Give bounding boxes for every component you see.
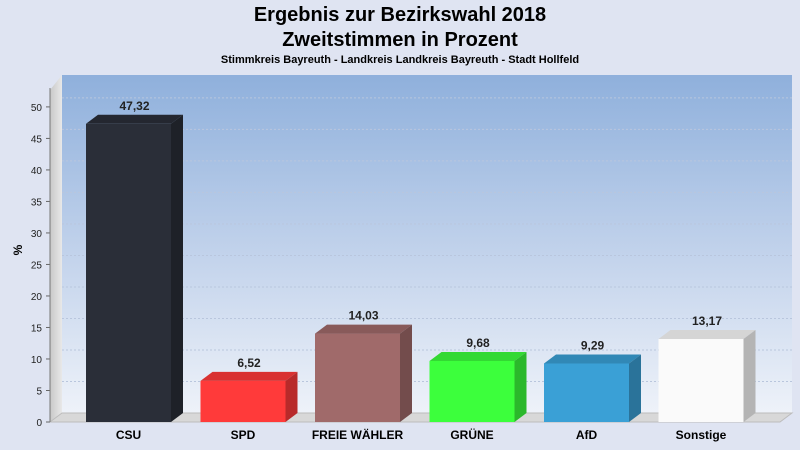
bar-afd: 9,29	[544, 338, 641, 422]
bar-front	[429, 360, 515, 422]
y-tick-label: 45	[31, 134, 43, 145]
bar-spd: 6,52	[200, 356, 298, 422]
bar-side	[171, 114, 183, 423]
y-axis-label: %	[11, 244, 25, 255]
bar-top	[86, 114, 183, 124]
y-tick-label: 15	[31, 323, 43, 334]
bar-csu: 47,32	[86, 99, 183, 423]
bar-front	[658, 339, 744, 422]
bar-side	[514, 351, 527, 422]
y-tick-label: 35	[31, 197, 43, 208]
bar-value-label: 14,03	[348, 309, 378, 323]
bar-value-label: 9,29	[581, 338, 605, 352]
x-tick-label: AfD	[576, 428, 598, 442]
y-tick-label: 25	[31, 260, 43, 271]
bar-freie-wähler: 14,03	[315, 309, 412, 422]
bar-top	[429, 351, 527, 361]
chart-location: Stimmkreis Bayreuth - Landkreis Landkrei…	[220, 54, 580, 66]
y-tick-label: 40	[31, 166, 43, 177]
bar-top	[315, 324, 412, 334]
bar-value-label: 13,17	[692, 314, 722, 328]
chart-subtitle: Zweitstimmen in Prozent	[282, 29, 518, 51]
y-tick-label: 0	[36, 418, 42, 429]
y-tick-label: 10	[31, 355, 43, 366]
bar-grüne: 9,68	[429, 336, 527, 422]
y-tick-label: 50	[31, 103, 43, 114]
y-tick-label: 5	[36, 386, 42, 397]
chart-title: Ergebnis zur Bezirkswahl 2018	[253, 4, 547, 26]
bar-value-label: 9,68	[466, 336, 490, 350]
x-tick-label: Sonstige	[676, 428, 727, 442]
bar-front	[315, 333, 400, 422]
x-tick-label: GRÜNE	[450, 427, 493, 442]
bar-front	[86, 123, 171, 423]
x-tick-label: FREIE WÄHLER	[312, 427, 404, 442]
bar-front	[200, 380, 286, 422]
x-tick-label: CSU	[116, 428, 141, 442]
bar-top	[544, 354, 641, 364]
bar-value-label: 47,32	[119, 99, 149, 113]
bar-front	[544, 363, 629, 422]
side-wall	[50, 75, 62, 422]
bar-top	[658, 330, 756, 340]
bar-top	[200, 371, 298, 381]
y-tick-label: 20	[31, 292, 43, 303]
bar-side	[285, 371, 298, 422]
bar-side	[400, 324, 412, 422]
bar-side	[743, 330, 756, 422]
bar-value-label: 6,52	[237, 356, 261, 370]
y-tick-label: 30	[31, 229, 43, 240]
x-tick-label: SPD	[231, 428, 256, 442]
bar-side	[629, 354, 641, 422]
bar-sonstige: 13,17	[658, 314, 756, 422]
